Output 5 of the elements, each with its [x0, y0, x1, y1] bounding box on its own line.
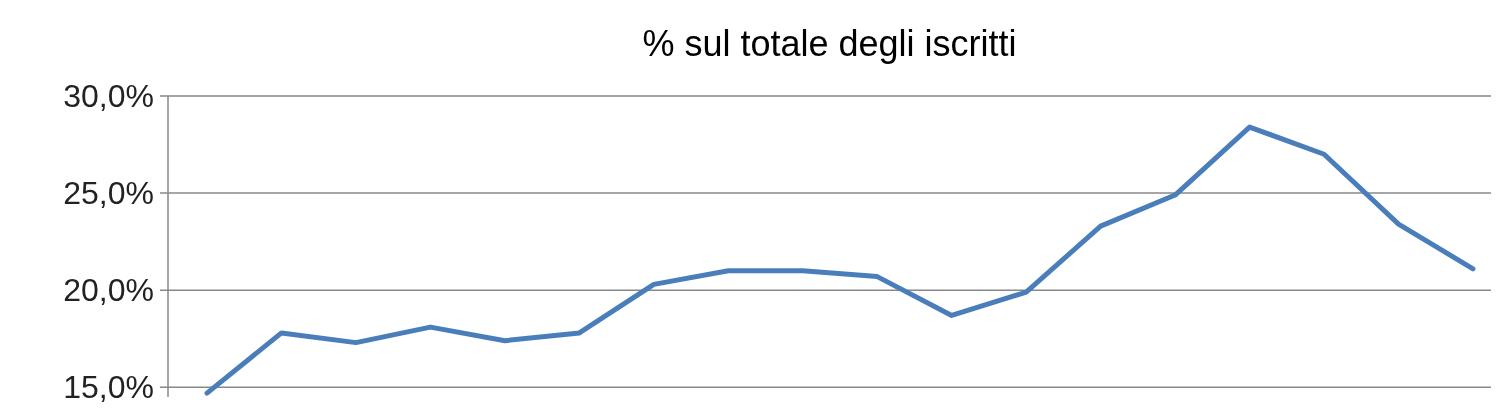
- chart-title: % sul totale degli iscritti: [642, 23, 1017, 64]
- y-tick-label: 20,0%: [63, 272, 154, 309]
- y-tick-label: 25,0%: [63, 175, 154, 212]
- y-tick-label: 15,0%: [63, 369, 154, 406]
- y-tick-label: 30,0%: [63, 78, 154, 115]
